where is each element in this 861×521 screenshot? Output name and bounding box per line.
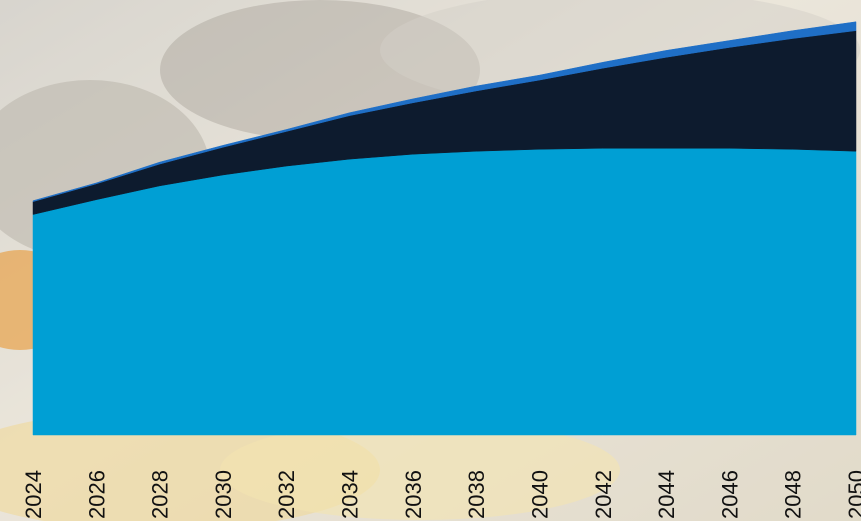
x-tick-label: 2034 [338, 470, 363, 519]
x-tick-label: 2026 [84, 470, 109, 519]
x-tick-label: 2050 [844, 470, 861, 519]
x-tick-label: 2042 [591, 470, 616, 519]
x-tick-label: 2024 [21, 470, 46, 519]
x-tick-label: 2040 [527, 470, 552, 519]
x-tick-label: 2048 [781, 470, 806, 519]
x-tick-label: 2046 [717, 470, 742, 519]
area-series-1 [32, 148, 857, 436]
x-tick-label: 2028 [148, 470, 173, 519]
x-tick-label: 2036 [401, 470, 426, 519]
x-tick-label: 2030 [211, 470, 236, 519]
x-tick-label: 2038 [464, 470, 489, 519]
chart-areas [32, 21, 857, 436]
x-tick-label: 2032 [274, 470, 299, 519]
area-series-3 [32, 21, 857, 203]
x-tick-label: 2044 [654, 470, 679, 519]
x-axis-tick-labels: 2024 2026 2028 2030 2032 2034 2036 2038 2040 2042… [21, 470, 861, 519]
